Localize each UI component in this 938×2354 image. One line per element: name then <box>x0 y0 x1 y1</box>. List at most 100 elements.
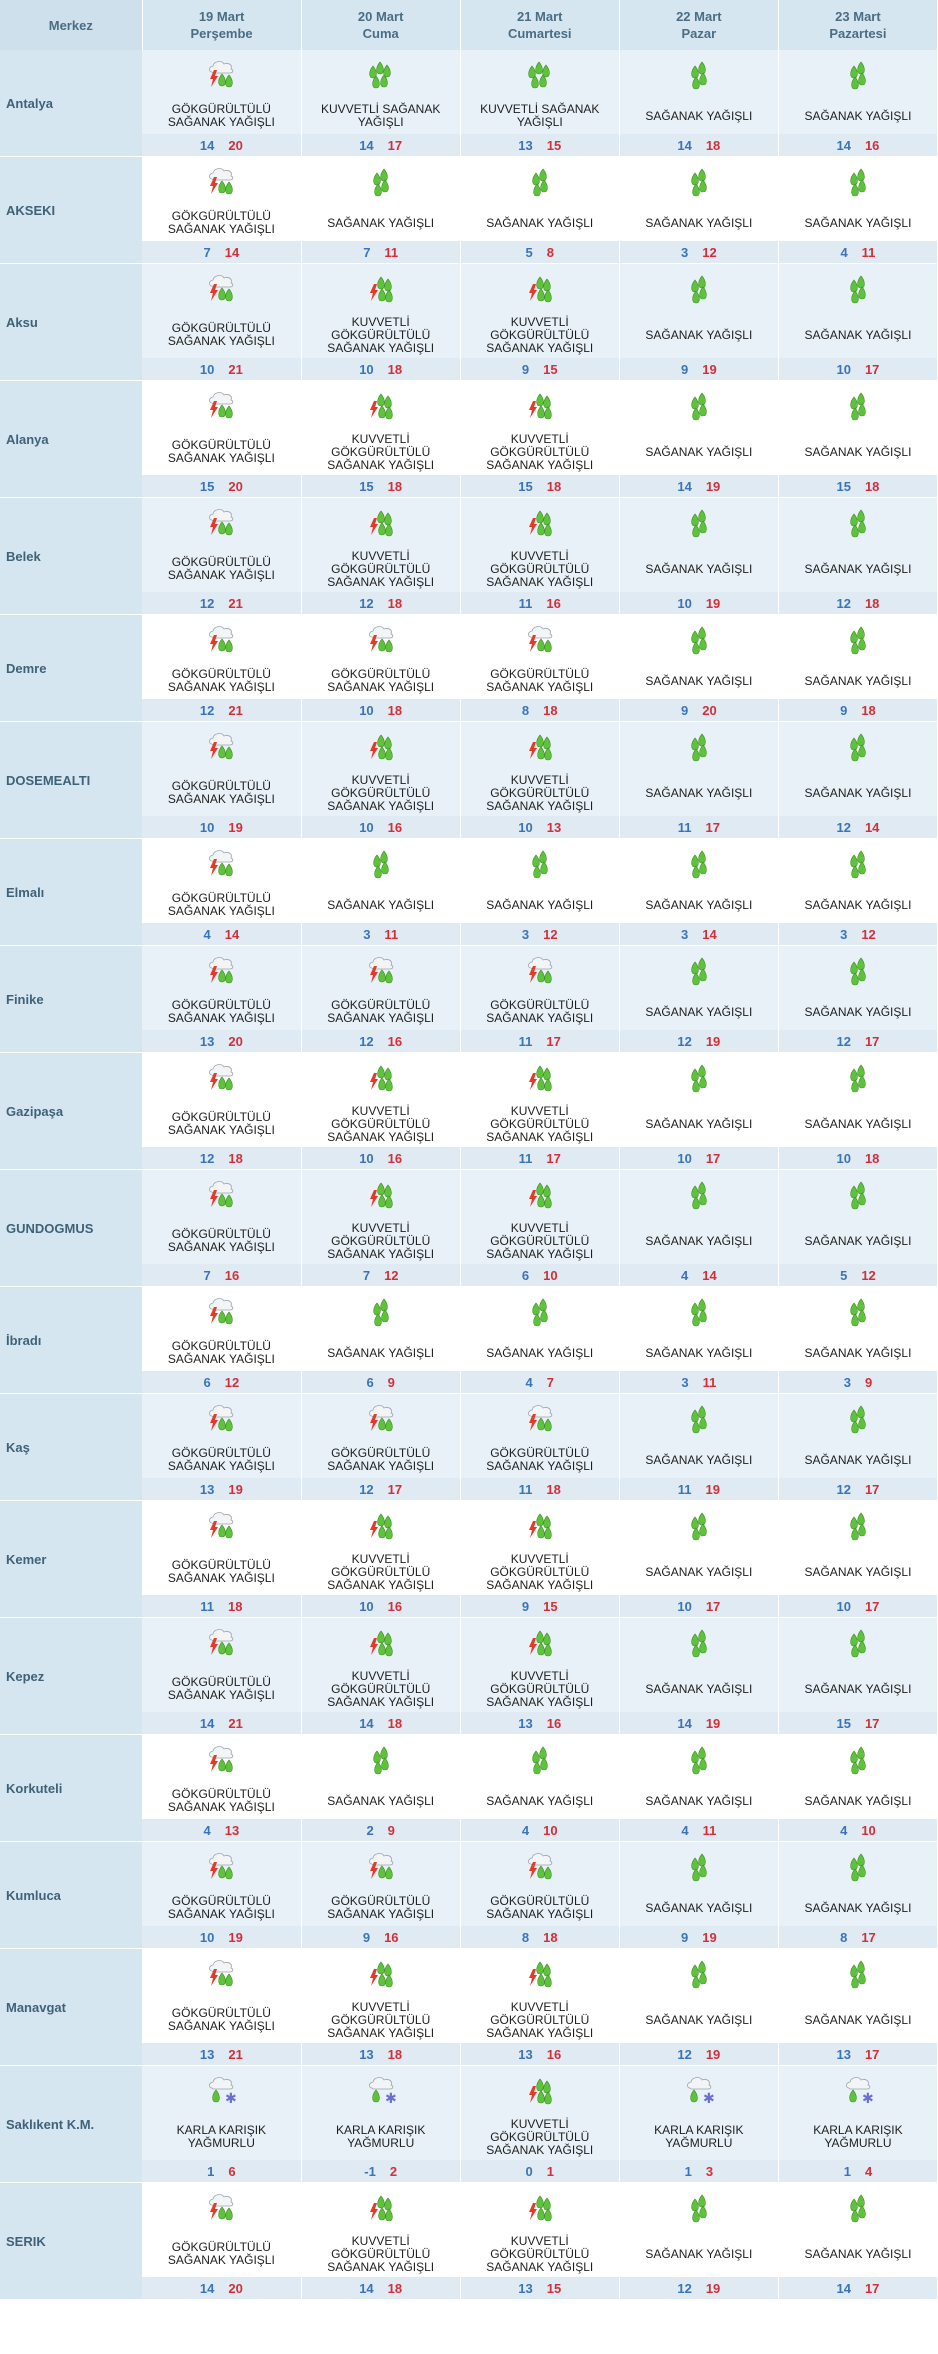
city-name: Belek <box>0 497 143 615</box>
city-icon-row: İbradı <box>0 1286 938 1394</box>
thunder-rain-icon <box>209 1629 234 1656</box>
sleet-icon: ✱ <box>686 2077 715 2106</box>
temperature-cell: 12 19 <box>619 2043 779 2066</box>
weather-description: KUVVETLİ SAĞANAK YAĞIŞLI <box>301 98 461 134</box>
min-temp: 15 <box>199 478 215 494</box>
city-icon-row: Finike <box>0 945 938 1053</box>
weather-description: SAĞANAK YAĞIŞLI <box>778 1783 938 1819</box>
max-temp: 17 <box>864 1481 880 1497</box>
max-temp: 15 <box>543 1598 558 1614</box>
thunder-rain-icon <box>209 626 234 653</box>
max-temp: 15 <box>546 137 562 153</box>
min-temp: 10 <box>677 1150 692 1166</box>
heavy-rain-icon <box>368 61 391 89</box>
min-temp: 12 <box>836 1481 851 1497</box>
temperature-cell: 3 11 <box>619 1371 779 1394</box>
weather-icon-cell <box>460 1500 620 1549</box>
thunder-rain-icon <box>527 1853 552 1880</box>
weather-description: SAĞANAK YAĞIŞLI <box>778 2231 938 2277</box>
svg-text:✱: ✱ <box>385 2091 397 2106</box>
header-day: 21 Mart Cumartesi <box>460 0 620 50</box>
weather-description: SAĞANAK YAĞIŞLI <box>778 98 938 134</box>
weather-icon-cell <box>460 497 620 546</box>
weather-icon-cell <box>778 156 938 205</box>
min-temp: 7 <box>362 1267 371 1283</box>
weather-description: GÖKGÜRÜLTÜLÜ SAĞANAK YAĞIŞLI <box>142 887 302 923</box>
weather-icon-cell <box>778 838 938 887</box>
heavy-thunder-rain-icon <box>528 734 552 761</box>
weather-icon-cell <box>619 1734 779 1783</box>
min-temp: 12 <box>836 1033 851 1049</box>
weather-description: SAĞANAK YAĞIŞLI <box>619 98 779 134</box>
min-temp: 10 <box>359 702 374 718</box>
max-temp: 1 <box>546 2163 554 2179</box>
header-weekday: Perşembe <box>190 26 253 41</box>
weather-icon-cell <box>778 1052 938 1101</box>
temperature-cell: 11 19 <box>619 1478 779 1501</box>
min-temp: 3 <box>681 1374 689 1390</box>
max-temp: 14 <box>702 1267 717 1283</box>
rain-showers-icon <box>691 168 707 197</box>
weather-icon-cell <box>619 50 779 98</box>
weather-description: SAĞANAK YAĞIŞLI <box>619 663 779 699</box>
weather-description: KARLA KARIŞIK YAĞMURLU <box>142 2114 302 2160</box>
weather-icon-cell <box>778 1169 938 1218</box>
max-temp: 19 <box>702 361 717 377</box>
weather-icon-cell <box>778 2182 938 2231</box>
max-temp: 7 <box>546 1374 554 1390</box>
weather-icon-cell <box>142 1393 302 1442</box>
max-temp: 11 <box>702 1822 717 1838</box>
city-name: Kepez <box>0 1617 143 1735</box>
rain-showers-icon <box>691 1181 707 1210</box>
temperature-cell: 9 20 <box>619 699 779 722</box>
city-desc-row: GÖKGÜRÜLTÜLÜ SAĞANAK YAĞIŞLI KUVVETLİ GÖK… <box>0 1101 938 1147</box>
min-temp: 14 <box>836 137 851 153</box>
svg-text:✱: ✱ <box>225 2091 237 2106</box>
weather-icon-cell <box>301 156 461 205</box>
min-temp: 9 <box>680 361 689 377</box>
weather-icon-cell <box>619 1286 779 1335</box>
rain-showers-icon <box>691 1746 707 1775</box>
temperature-cell: 14 18 <box>301 2277 461 2300</box>
max-temp: 17 <box>705 819 720 835</box>
max-temp: 17 <box>387 1481 403 1497</box>
temperature-cell: 10 13 <box>460 816 620 839</box>
weather-icon-cell <box>301 1052 461 1101</box>
max-temp: 21 <box>228 1715 243 1731</box>
max-temp: 19 <box>705 595 721 611</box>
thunder-rain-icon <box>209 957 234 984</box>
rain-showers-icon <box>532 850 548 879</box>
weather-description: GÖKGÜRÜLTÜLÜ SAĞANAK YAĞIŞLI <box>142 546 302 592</box>
weather-icon-cell <box>778 1734 938 1783</box>
weather-description: KUVVETLİ GÖKGÜRÜLTÜLÜ SAĞANAK YAĞIŞLI <box>301 312 461 358</box>
max-temp: 10 <box>861 1822 876 1838</box>
temperature-cell: 10 17 <box>778 1595 938 1618</box>
thunder-rain-icon <box>527 957 552 984</box>
weather-icon-cell <box>778 497 938 546</box>
temperature-cell: 3 12 <box>619 241 779 264</box>
temperature-cell: 4 11 <box>778 241 938 264</box>
weather-description: GÖKGÜRÜLTÜLÜ SAĞANAK YAĞIŞLI <box>460 994 620 1030</box>
temperature-cell: 12 21 <box>142 592 302 615</box>
weather-description: SAĞANAK YAĞIŞLI <box>619 1890 779 1926</box>
max-temp: 16 <box>546 595 561 611</box>
min-temp: 13 <box>518 137 533 153</box>
weather-icon-cell <box>460 1393 620 1442</box>
weather-description: KUVVETLİ GÖKGÜRÜLTÜLÜ SAĞANAK YAĞIŞLI <box>460 429 620 475</box>
temperature-cell: 14 19 <box>619 1712 779 1735</box>
max-temp: 18 <box>861 702 876 718</box>
city-temp-row: 13 19 12 17 11 18 11 19 12 17 <box>0 1478 938 1501</box>
heavy-thunder-rain-icon <box>528 2195 552 2222</box>
max-temp: 18 <box>387 2280 403 2296</box>
rain-showers-icon <box>691 1405 707 1434</box>
max-temp: 19 <box>705 2046 721 2062</box>
min-temp: 10 <box>836 361 851 377</box>
weather-icon-cell <box>460 614 620 663</box>
max-temp: 10 <box>543 1267 558 1283</box>
max-temp: 18 <box>387 361 403 377</box>
city-desc-row: GÖKGÜRÜLTÜLÜ SAĞANAK YAĞIŞLI SAĞANAK YAĞI… <box>0 205 938 241</box>
max-temp: 6 <box>228 2163 236 2179</box>
max-temp: 18 <box>387 595 403 611</box>
city-temp-row: 12 21 12 18 11 16 10 19 12 18 <box>0 592 938 615</box>
weather-icon-cell <box>778 1617 938 1666</box>
